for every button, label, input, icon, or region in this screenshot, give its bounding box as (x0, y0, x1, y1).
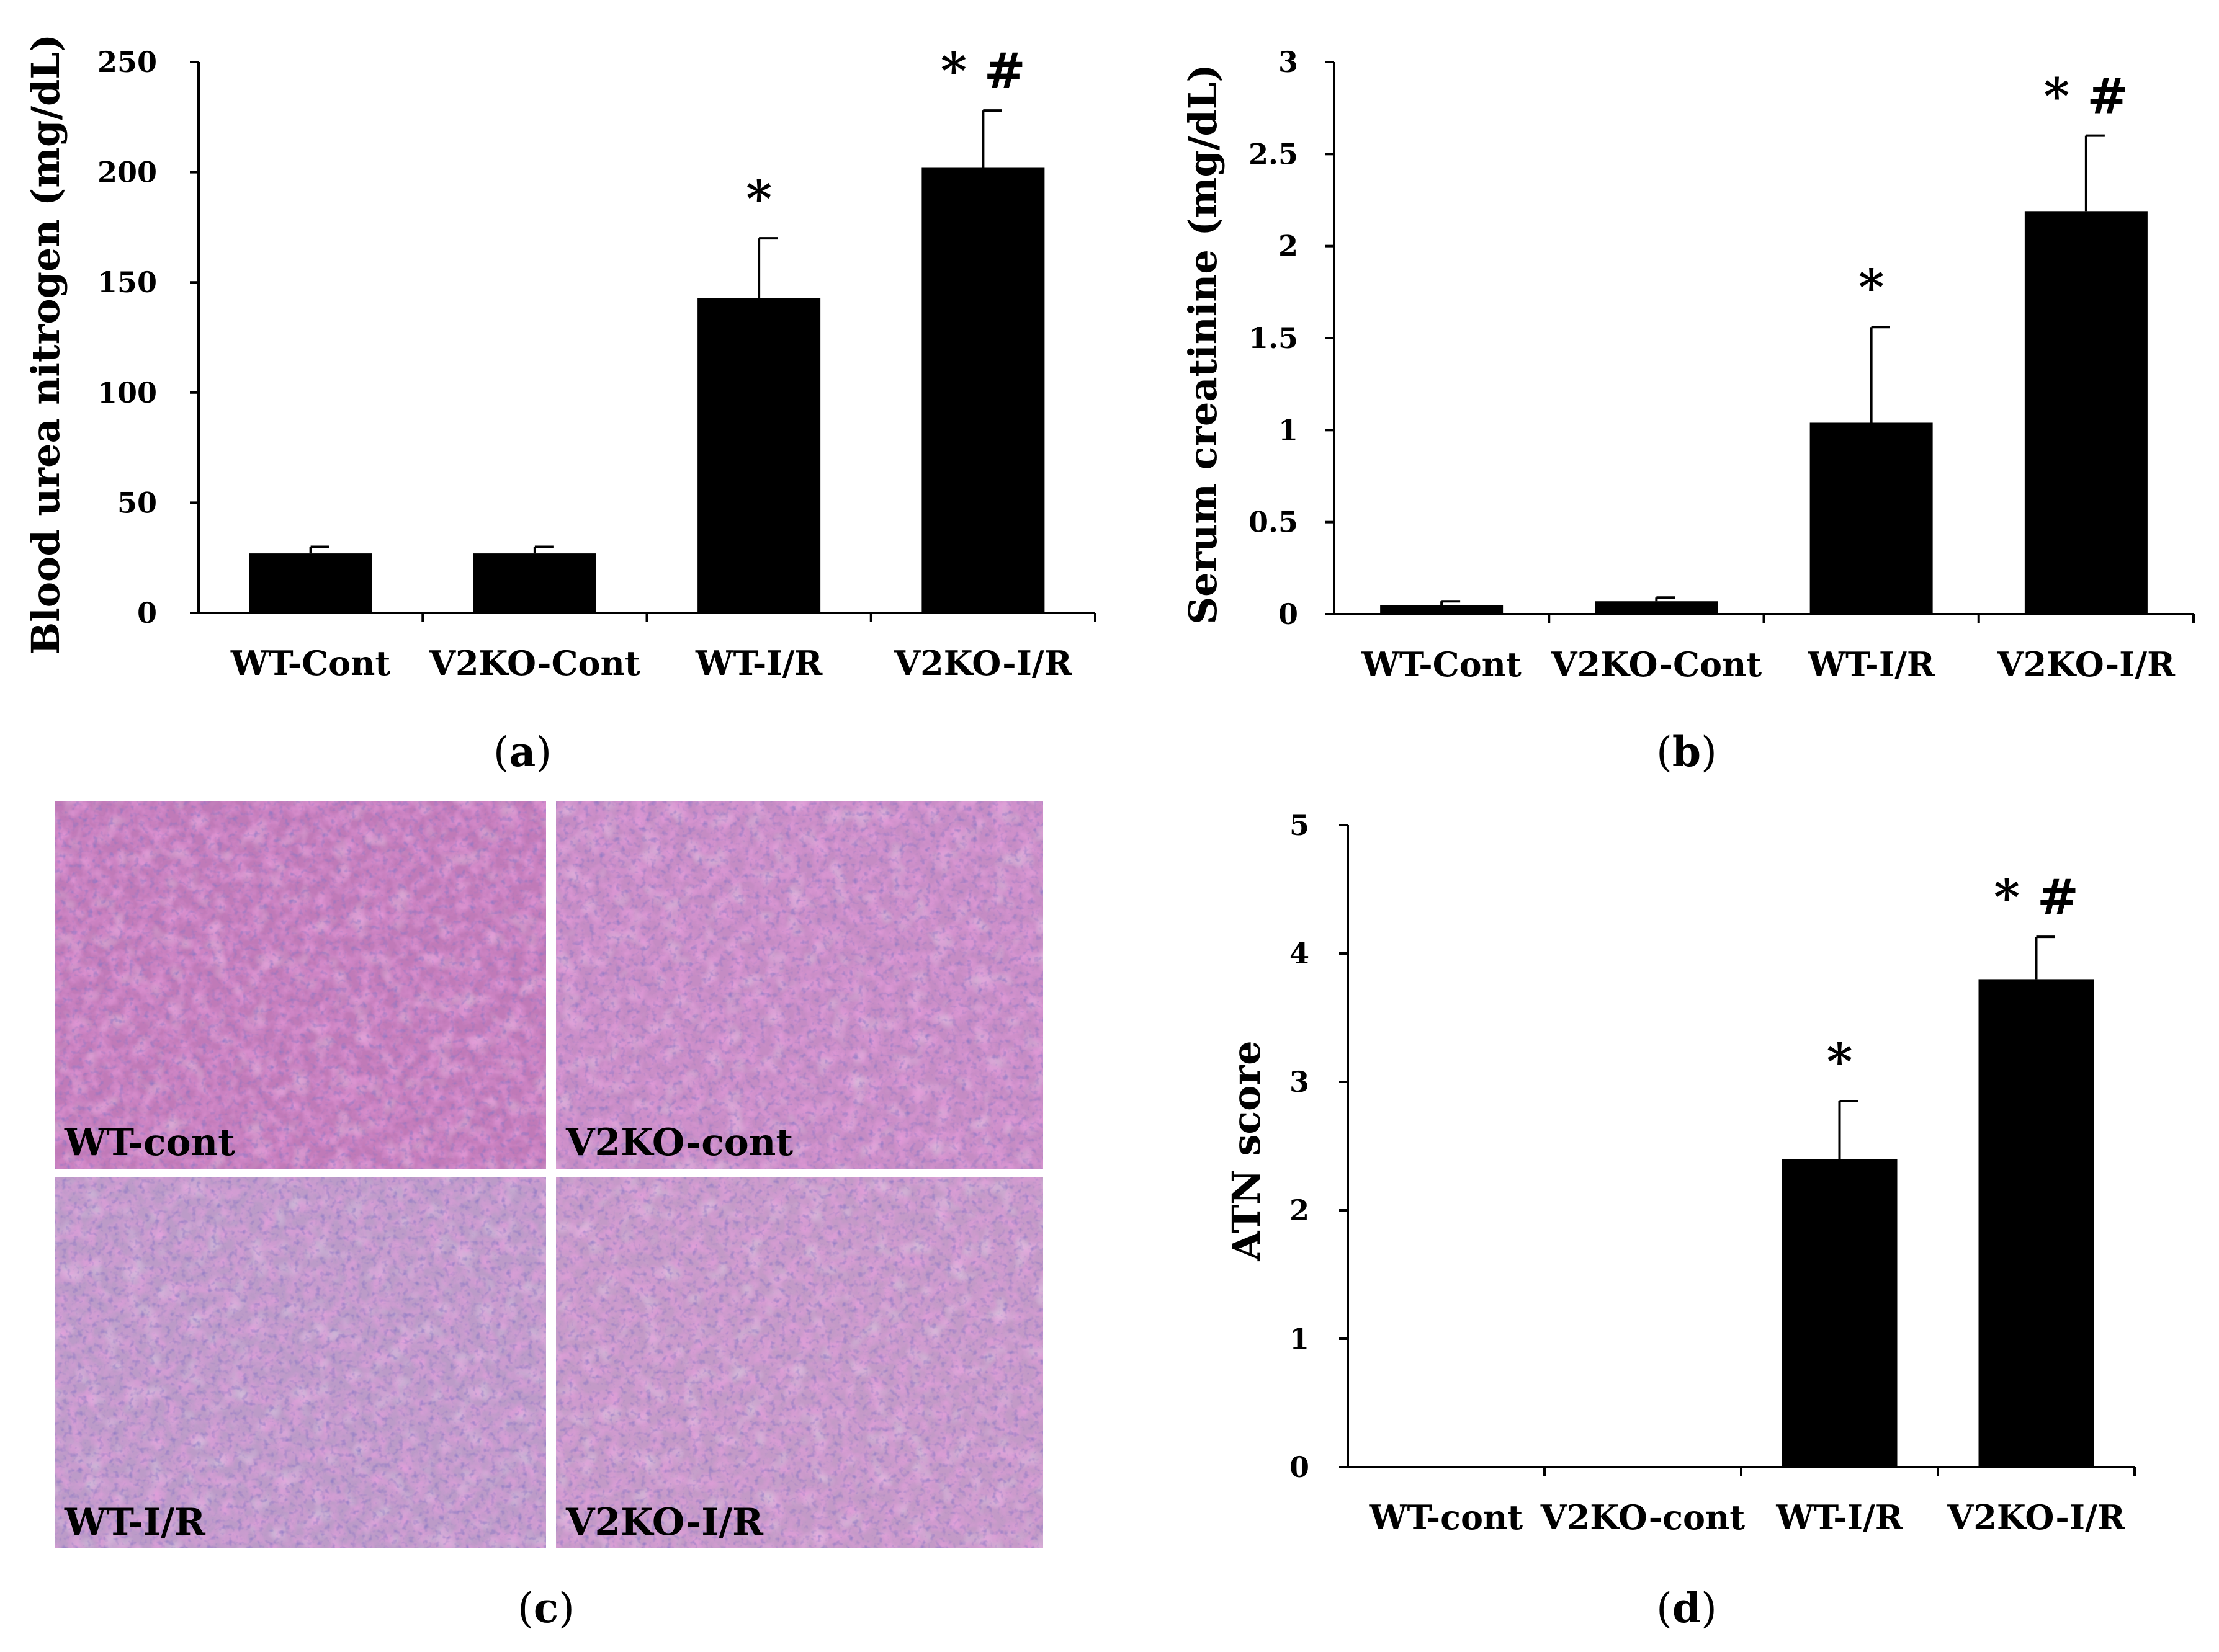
y-tick-label: 200 (97, 156, 157, 189)
y-tick-label: 1 (1278, 413, 1298, 447)
x-category-label: V2KO-Cont (1551, 645, 1762, 684)
panel-label-c: (c) (518, 1584, 575, 1632)
tissue-nuclei-texture (55, 801, 546, 1169)
y-tick-label: 100 (97, 376, 157, 409)
y-tick-label: 2.5 (1248, 137, 1298, 171)
histology-image: V2KO-cont (556, 801, 1043, 1169)
x-category-label: V2KO-I/R (894, 643, 1072, 683)
y-tick-label: 1 (1289, 1322, 1309, 1355)
bar (697, 298, 821, 613)
histology-image: WT-cont (55, 801, 546, 1169)
x-category-label: V2KO-I/R (1947, 1498, 2125, 1537)
x-category-label: V2KO-I/R (1997, 645, 2176, 684)
bar (921, 167, 1045, 614)
bar (249, 553, 372, 613)
tissue-nuclei-texture (55, 1177, 546, 1548)
chart-b-creatinine: 0 0.5 1 1.5 2 2.5 3 WT-Cont V2KO-Cont WT-I/R V2KO… (1180, 45, 2195, 684)
histology-image-label: V2KO-cont (565, 1121, 793, 1164)
chart-d-atn-score: 0 1 2 3 4 5 WT-cont V2KO-cont WT-I/R V2KO-I/R * *… (1224, 808, 2136, 1537)
x-category-label: WT-I/R (695, 643, 823, 683)
y-axis-label: ATN score (1224, 1040, 1269, 1261)
bar (1782, 1159, 1898, 1467)
y-tick-label: 250 (97, 45, 157, 79)
significance-marker: * (746, 169, 772, 228)
y-axis-label: Serum creatinine (mg/dL) (1180, 64, 1226, 624)
x-category-label: V2KO-Cont (429, 643, 640, 683)
x-category-label: WT-I/R (1775, 1498, 1903, 1537)
y-tick-label: 0 (137, 596, 157, 630)
bar (473, 553, 596, 613)
histology-image-label: V2KO-I/R (565, 1501, 764, 1544)
y-tick-label: 2 (1278, 230, 1298, 263)
significance-marker: * # (1994, 868, 2079, 926)
bar (1809, 422, 1933, 614)
y-tick-label: 3 (1289, 1065, 1309, 1099)
significance-marker: * (1858, 258, 1885, 316)
bar (1380, 605, 1504, 614)
histology-grid: WT-cont V2KO-cont WT-I/R V2KO-I/R (52, 799, 1046, 1551)
y-tick-label: 4 (1289, 937, 1309, 970)
histology-image: WT-I/R (55, 1177, 546, 1548)
y-tick-label: 150 (97, 266, 157, 299)
y-axis-label: Blood urea nitrogen (mg/dL) (23, 34, 68, 655)
significance-marker: * # (941, 42, 1026, 100)
bar (1978, 979, 2094, 1467)
panel-label-a: (a) (493, 728, 552, 776)
histology-image-label: WT-cont (64, 1121, 235, 1164)
y-tick-label: 3 (1278, 45, 1298, 79)
panel-label-d: (d) (1656, 1584, 1717, 1632)
y-tick-label: 5 (1289, 808, 1309, 842)
x-category-label: WT-cont (1369, 1498, 1523, 1537)
panel-label-b: (b) (1656, 728, 1717, 776)
chart-a-bun: 0 50 100 150 200 250 WT-Cont V2KO-Cont WT-I/R V2… (23, 34, 1096, 683)
significance-marker: * (1827, 1032, 1853, 1091)
tissue-nuclei-texture (556, 1177, 1043, 1548)
tissue-nuclei-texture (556, 801, 1043, 1169)
y-tick-label: 0.5 (1248, 506, 1298, 539)
bar (1595, 601, 1718, 614)
histology-image-label: WT-I/R (64, 1501, 206, 1544)
y-tick-label: 0 (1289, 1450, 1309, 1484)
y-tick-label: 50 (117, 486, 157, 519)
bar (2024, 211, 2148, 614)
x-category-label: WT-Cont (1361, 645, 1522, 684)
significance-marker: * # (2044, 67, 2129, 125)
x-category-label: WT-I/R (1808, 645, 1935, 684)
y-tick-label: 0 (1278, 597, 1298, 631)
y-tick-label: 2 (1289, 1194, 1309, 1227)
x-category-label: WT-Cont (230, 643, 391, 683)
histology-image: V2KO-I/R (556, 1177, 1043, 1548)
y-tick-label: 1.5 (1248, 321, 1298, 355)
x-category-label: V2KO-cont (1540, 1498, 1746, 1537)
